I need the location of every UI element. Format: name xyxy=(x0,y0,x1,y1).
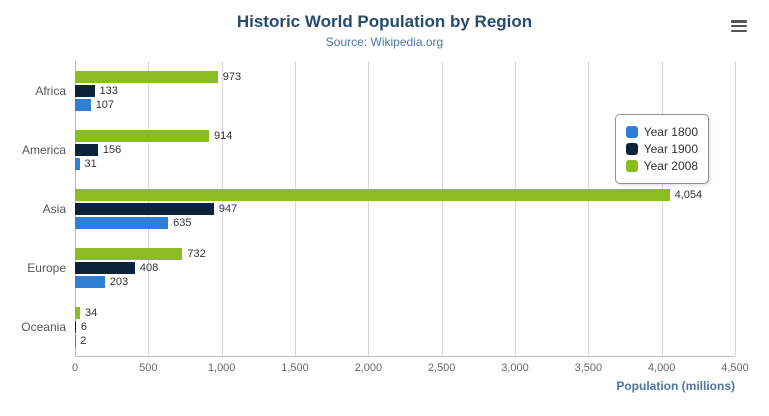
bar-africa-year-1800[interactable] xyxy=(75,98,91,111)
x-axis-ticks: 0 500 1,000 1,500 2,000 2,500 3,000 3,500 4,000 4… xyxy=(71,357,749,377)
category-label-europe: Europe xyxy=(27,260,66,275)
bar-line: 732 xyxy=(75,247,735,260)
bar-value-africa-year-2008: 973 xyxy=(222,70,242,83)
bar-value-asia-year-1900: 947 xyxy=(218,202,238,215)
bar-america-year-1800[interactable] xyxy=(75,157,80,170)
x-tick-label: 3,500 xyxy=(574,362,603,374)
bar-line: 31 xyxy=(75,157,735,170)
legend-label-year-1900: Year 1900 xyxy=(643,142,698,156)
bar-value-oceania-year-1900: 6 xyxy=(80,320,87,333)
legend-item-year-1900[interactable]: Year 1900 xyxy=(625,142,698,156)
x-tick-label: 0 xyxy=(71,362,79,374)
category-row-asia: Asia 4,054 947 635 xyxy=(43,179,735,238)
x-tick-label: 4,500 xyxy=(721,362,749,374)
bar-america-year-1900[interactable] xyxy=(75,143,98,156)
x-tick-label: 2,500 xyxy=(427,362,456,374)
bar-line: 133 xyxy=(75,84,735,97)
bar-asia-year-2008[interactable] xyxy=(75,188,670,201)
bar-america-year-2008[interactable] xyxy=(75,129,210,142)
gridline xyxy=(441,61,443,356)
bar-oceania-year-2008[interactable] xyxy=(75,306,80,319)
hamburger-bar xyxy=(731,24,747,28)
hamburger-icon[interactable] xyxy=(731,20,747,32)
legend: Year 1800 Year 1900 Year 2008 xyxy=(614,114,709,184)
bar-value-america-year-1800: 31 xyxy=(84,157,97,170)
bar-africa-year-2008[interactable] xyxy=(75,70,218,83)
bar-value-oceania-year-2008: 34 xyxy=(84,306,98,319)
bar-line: 4,054 xyxy=(75,188,735,201)
x-tick-label: 3,000 xyxy=(501,362,529,374)
category-row-oceania: Oceania 34 6 2 xyxy=(21,297,735,356)
category-row-africa: Africa 973 133 107 xyxy=(35,61,735,120)
bar-line: 6 xyxy=(75,320,735,333)
legend-item-year-1800[interactable]: Year 1800 xyxy=(625,125,698,139)
bar-europe-year-1800[interactable] xyxy=(75,275,105,288)
bar-line: 635 xyxy=(75,216,735,229)
x-axis-title: Population (millions) xyxy=(616,379,735,393)
hamburger-bar xyxy=(731,29,747,32)
bar-value-america-year-1900: 156 xyxy=(102,143,122,156)
bar-europe-year-1900[interactable] xyxy=(75,261,135,274)
x-tick-label: 500 xyxy=(139,362,158,374)
gridline xyxy=(221,61,223,356)
bar-value-africa-year-1800: 107 xyxy=(95,98,115,111)
chart-subtitle: Source: Wikipedia.org xyxy=(325,35,444,49)
plot-area: Africa 973 133 107 America 914 156 31 Asia 4,054 9… xyxy=(21,61,736,357)
gridline xyxy=(295,61,296,356)
bar-oceania-year-1900[interactable] xyxy=(75,320,76,333)
bar-value-europe-year-2008: 732 xyxy=(187,247,206,260)
bar-line: 2 xyxy=(75,334,735,347)
bar-asia-year-1900[interactable] xyxy=(75,202,214,215)
category-label-asia: Asia xyxy=(42,201,66,216)
bar-europe-year-2008[interactable] xyxy=(75,247,183,260)
bar-value-europe-year-1900: 408 xyxy=(139,261,159,274)
bar-line: 914 xyxy=(75,129,735,142)
bar-asia-year-1800[interactable] xyxy=(75,216,169,229)
bar-africa-year-1900[interactable] xyxy=(75,84,95,97)
x-tick-label: 1,500 xyxy=(281,362,309,374)
x-tick-label: 1,000 xyxy=(207,362,236,374)
bar-value-europe-year-1800: 203 xyxy=(109,275,129,288)
category-label-africa: Africa xyxy=(35,83,66,98)
legend-swatch-year-1800 xyxy=(625,126,638,138)
legend-item-year-2008[interactable]: Year 2008 xyxy=(625,159,698,173)
legend-label-year-1800: Year 1800 xyxy=(643,125,698,139)
bar-line: 34 xyxy=(75,306,735,319)
bar-line: 203 xyxy=(75,275,735,288)
bar-line: 973 xyxy=(75,70,735,83)
bar-line: 408 xyxy=(75,261,735,274)
hamburger-bar xyxy=(731,20,747,23)
category-row-america: America 914 156 31 xyxy=(22,120,735,179)
category-label-oceania: Oceania xyxy=(21,319,66,334)
bar-line: 947 xyxy=(75,202,735,215)
bar-line: 107 xyxy=(75,98,735,111)
gridline xyxy=(588,61,590,356)
chart-title: Historic World Population by Region xyxy=(236,12,533,31)
legend-swatch-year-2008 xyxy=(625,160,638,172)
bar-value-america-year-2008: 914 xyxy=(214,129,233,142)
bar-value-asia-year-2008: 4,054 xyxy=(674,188,703,201)
x-tick-label: 2,000 xyxy=(354,362,383,374)
bar-line: 156 xyxy=(75,143,735,156)
bar-value-africa-year-1900: 133 xyxy=(99,84,118,97)
legend-label-year-2008: Year 2008 xyxy=(643,159,698,173)
category-row-europe: Europe 732 408 203 xyxy=(27,238,735,297)
gridline xyxy=(515,61,516,356)
legend-swatch-year-1900 xyxy=(625,143,638,155)
gridline xyxy=(735,61,736,356)
x-tick-label: 4,000 xyxy=(647,362,676,374)
bar-value-asia-year-1800: 635 xyxy=(173,216,192,229)
gridline xyxy=(368,61,370,356)
category-label-america: America xyxy=(21,142,66,157)
bar-value-oceania-year-1800: 2 xyxy=(80,334,87,347)
gridline xyxy=(661,61,663,356)
